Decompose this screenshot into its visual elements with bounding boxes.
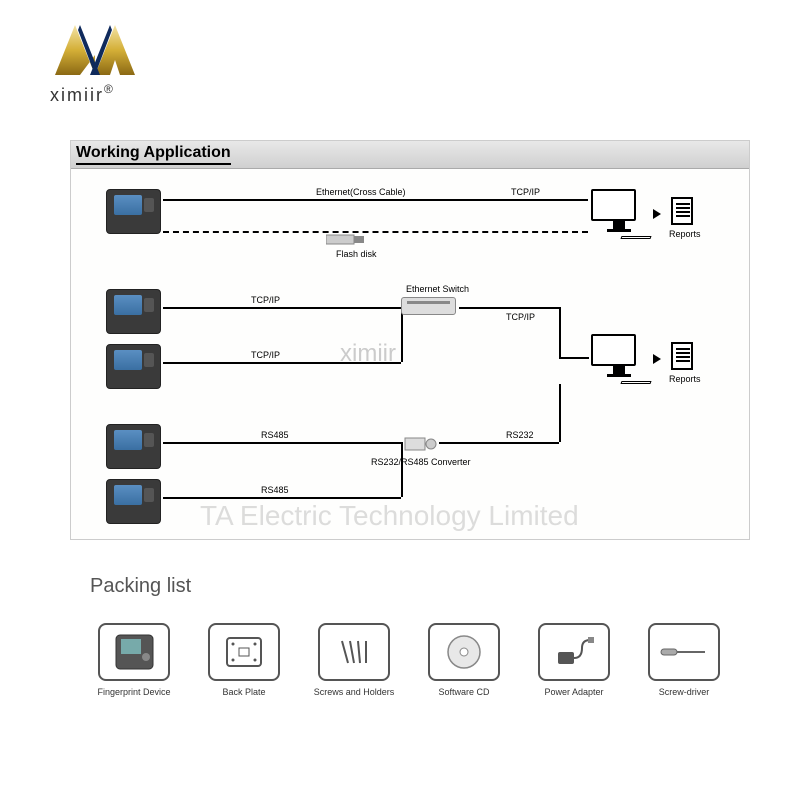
fingerprint-device-2 bbox=[106, 289, 161, 334]
back-plate-icon bbox=[208, 623, 280, 681]
pack-item-device: Fingerprint Device bbox=[90, 623, 178, 697]
rs485-label-1: RS485 bbox=[261, 430, 289, 440]
brand-logo-area: ximiir® bbox=[50, 20, 140, 106]
packing-list-title: Packing list bbox=[90, 575, 730, 598]
flash-disk-label: Flash disk bbox=[336, 249, 377, 259]
fingerprint-device-icon bbox=[98, 623, 170, 681]
reports-label-1: Reports bbox=[669, 229, 701, 239]
registered-mark: ® bbox=[104, 82, 115, 96]
line bbox=[439, 442, 559, 444]
diagram-body: Ethernet(Cross Cable) TCP/IP Flash disk … bbox=[71, 169, 749, 541]
arrow-icon bbox=[653, 209, 661, 219]
packing-list-row: Fingerprint Device Back Plate Screws and… bbox=[90, 623, 730, 697]
dashed-line bbox=[163, 231, 588, 233]
fingerprint-device-5 bbox=[106, 479, 161, 524]
brand-name: ximiir® bbox=[50, 85, 140, 106]
tcpip-label-3: TCP/IP bbox=[251, 350, 280, 360]
watermark-brand: ximiir bbox=[340, 340, 396, 368]
computer-1 bbox=[591, 189, 646, 239]
packing-list-section: Packing list Fingerprint Device Back Pla… bbox=[90, 575, 730, 697]
pack-label: Software CD bbox=[438, 687, 489, 697]
pack-label: Fingerprint Device bbox=[97, 687, 170, 697]
fingerprint-device-3 bbox=[106, 344, 161, 389]
converter-label: RS232/RS485 Converter bbox=[371, 457, 471, 467]
converter-icon bbox=[403, 434, 438, 454]
tcpip-label-4: TCP/IP bbox=[506, 312, 535, 322]
tcpip-label-1: TCP/IP bbox=[511, 187, 540, 197]
line bbox=[163, 307, 401, 309]
cd-icon bbox=[428, 623, 500, 681]
pack-item-screws: Screws and Holders bbox=[310, 623, 398, 697]
fingerprint-device-4 bbox=[106, 424, 161, 469]
diagram-header: Working Application bbox=[71, 141, 749, 169]
watermark-company: TA Electric Technology Limited bbox=[200, 500, 579, 532]
pack-item-screwdriver: Screw-driver bbox=[640, 623, 728, 697]
tcpip-label-2: TCP/IP bbox=[251, 295, 280, 305]
line bbox=[559, 384, 561, 442]
logo-mark bbox=[50, 20, 140, 80]
reports-icon-1 bbox=[671, 197, 693, 225]
line bbox=[459, 307, 559, 309]
arrow-icon bbox=[653, 354, 661, 364]
switch-label: Ethernet Switch bbox=[406, 284, 469, 294]
ethernet-switch-icon bbox=[401, 297, 456, 315]
computer-2 bbox=[591, 334, 646, 384]
pack-item-cd: Software CD bbox=[420, 623, 508, 697]
ethernet-label: Ethernet(Cross Cable) bbox=[316, 187, 406, 197]
line bbox=[163, 442, 401, 444]
pack-label: Screws and Holders bbox=[314, 687, 395, 697]
fingerprint-device-1 bbox=[106, 189, 161, 234]
pack-item-adapter: Power Adapter bbox=[530, 623, 618, 697]
rs232-label: RS232 bbox=[506, 430, 534, 440]
line bbox=[163, 199, 588, 201]
pack-label: Screw-driver bbox=[659, 687, 710, 697]
rs485-label-2: RS485 bbox=[261, 485, 289, 495]
pack-item-backplate: Back Plate bbox=[200, 623, 288, 697]
line bbox=[559, 307, 561, 357]
screwdriver-icon bbox=[648, 623, 720, 681]
line bbox=[163, 497, 401, 499]
reports-icon-2 bbox=[671, 342, 693, 370]
diagram-title: Working Application bbox=[76, 144, 231, 165]
line bbox=[401, 307, 403, 362]
reports-label-2: Reports bbox=[669, 374, 701, 384]
pack-label: Back Plate bbox=[222, 687, 265, 697]
screws-icon bbox=[318, 623, 390, 681]
usb-icon bbox=[326, 232, 366, 247]
brand-text: ximiir bbox=[50, 85, 104, 105]
working-application-diagram: Working Application Ethernet(Cross Cable… bbox=[70, 140, 750, 540]
line bbox=[559, 357, 589, 359]
pack-label: Power Adapter bbox=[544, 687, 603, 697]
power-adapter-icon bbox=[538, 623, 610, 681]
